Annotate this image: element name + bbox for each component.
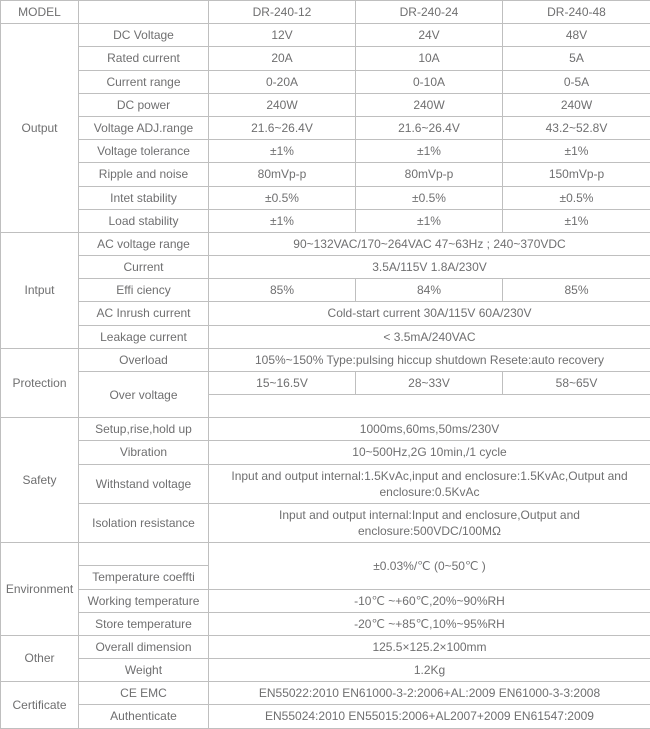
spec-table: MODEL DR-240-12 DR-240-24 DR-240-48 Outp… [0, 0, 650, 729]
output-label-3: DC power [79, 93, 209, 116]
safety-label-3: Isolation resistance [79, 503, 209, 542]
safety-label-0: Setup,rise,hold up [79, 418, 209, 441]
output-label-4: Voltage ADJ.range [79, 116, 209, 139]
output-label-5: Voltage tolerance [79, 140, 209, 163]
output-section: Output [1, 24, 79, 233]
input-label-0: AC voltage range [79, 232, 209, 255]
header-row: MODEL DR-240-12 DR-240-24 DR-240-48 [1, 1, 650, 24]
safety-label-2: Withstand voltage [79, 464, 209, 503]
header-model: MODEL [1, 1, 79, 24]
env-label-2: Working temperature [79, 589, 209, 612]
header-c3: DR-240-48 [503, 1, 650, 24]
safety-section: Safety [1, 418, 79, 543]
protection-label-0: Overload [79, 348, 209, 371]
env-label-3: Store temperature [79, 612, 209, 635]
output-label-8: Load stability [79, 209, 209, 232]
cert-label-0: CE EMC [79, 682, 209, 705]
output-row-0: Output DC Voltage 12V 24V 48V [1, 24, 650, 47]
env-label-0 [79, 543, 209, 566]
input-label-1: Current [79, 256, 209, 279]
certificate-section: Certificate [1, 682, 79, 728]
input-label-3: AC Inrush current [79, 302, 209, 325]
output-c2-0: 24V [356, 24, 503, 47]
input-label-4: Leakage current [79, 325, 209, 348]
output-label-0: DC Voltage [79, 24, 209, 47]
other-label-1: Weight [79, 659, 209, 682]
input-section: Intput [1, 232, 79, 348]
output-label-7: Intet stability [79, 186, 209, 209]
output-label-1: Rated current [79, 47, 209, 70]
output-label-2: Current range [79, 70, 209, 93]
output-label-6: Ripple and noise [79, 163, 209, 186]
header-c2: DR-240-24 [356, 1, 503, 24]
other-section: Other [1, 635, 79, 681]
environment-section: Environment [1, 543, 79, 636]
cert-label-1: Authenticate [79, 705, 209, 728]
protection-section: Protection [1, 348, 79, 417]
safety-label-1: Vibration [79, 441, 209, 464]
input-label-2: Effi ciency [79, 279, 209, 302]
other-label-0: Overall dimension [79, 635, 209, 658]
protection-label-1: Over voltage [79, 372, 209, 418]
input-merged-0: 90~132VAC/170~264VAC 47~63Hz ; 240~370VD… [209, 232, 650, 255]
env-label-1: Temperature coeffti [79, 566, 209, 589]
header-blank [79, 1, 209, 24]
output-c3-0: 48V [503, 24, 650, 47]
output-c1-0: 12V [209, 24, 356, 47]
header-c1: DR-240-12 [209, 1, 356, 24]
